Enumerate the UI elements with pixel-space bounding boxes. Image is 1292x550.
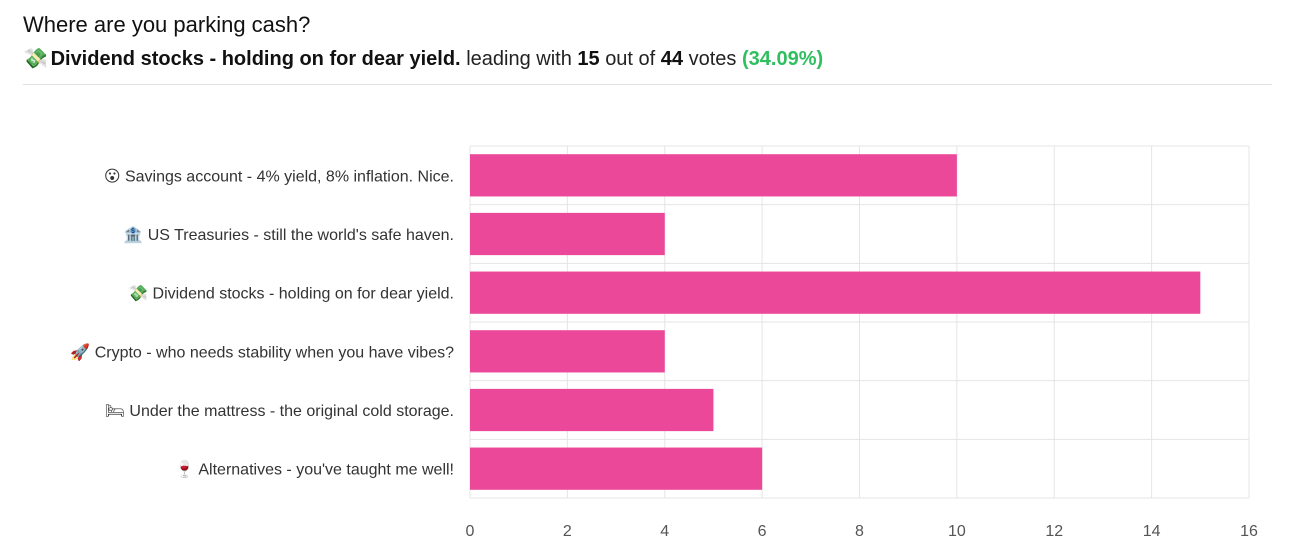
x-tick-label: 10: [948, 523, 966, 540]
category-label: 😮 Savings account - 4% yield, 8% inflati…: [104, 168, 454, 185]
x-tick-label: 0: [466, 523, 475, 540]
leader-option-name: Dividend stocks - holding on for dear yi…: [50, 48, 461, 70]
leader-vote-count: 15: [577, 48, 600, 70]
out-of-text: out of: [605, 48, 656, 70]
leader-percentage: (34.09%): [741, 48, 824, 70]
category-label: 💸 Dividend stocks - holding on for dear …: [128, 285, 454, 303]
x-tick-label: 6: [758, 523, 767, 540]
x-tick-label: 4: [660, 523, 669, 540]
bar: [470, 154, 957, 197]
category-label: 🏦 US Treasuries - still the world's safe…: [123, 225, 454, 244]
x-tick-label: 12: [1045, 523, 1063, 540]
leading-with-text: leading with: [466, 48, 572, 70]
category-label: 🍷 Alternatives - you've taught me well!: [175, 460, 454, 479]
header-divider: [23, 84, 1272, 85]
bar: [470, 388, 714, 432]
votes-text: votes: [688, 48, 737, 70]
bar: [470, 271, 1201, 314]
money-wings-icon: 💸: [23, 46, 48, 70]
bar: [470, 330, 665, 373]
x-tick-label: 14: [1143, 523, 1161, 540]
poll-title: Where are you parking cash?: [23, 12, 311, 37]
total-vote-count: 44: [660, 48, 684, 70]
bar: [470, 447, 763, 490]
bar: [470, 212, 665, 256]
poll-leader-summary: 💸 Dividend stocks - holding on for dear …: [23, 46, 823, 71]
category-label: 🛏 Under the mattress - the original cold…: [105, 403, 454, 420]
category-label: 🚀 Crypto - who needs stability when you …: [70, 342, 454, 361]
poll-results-bar-chart: 😮 Savings account - 4% yield, 8% inflati…: [70, 145, 1258, 540]
x-tick-label: 2: [563, 523, 572, 540]
x-tick-label: 16: [1240, 523, 1258, 540]
x-tick-label: 8: [855, 523, 864, 540]
